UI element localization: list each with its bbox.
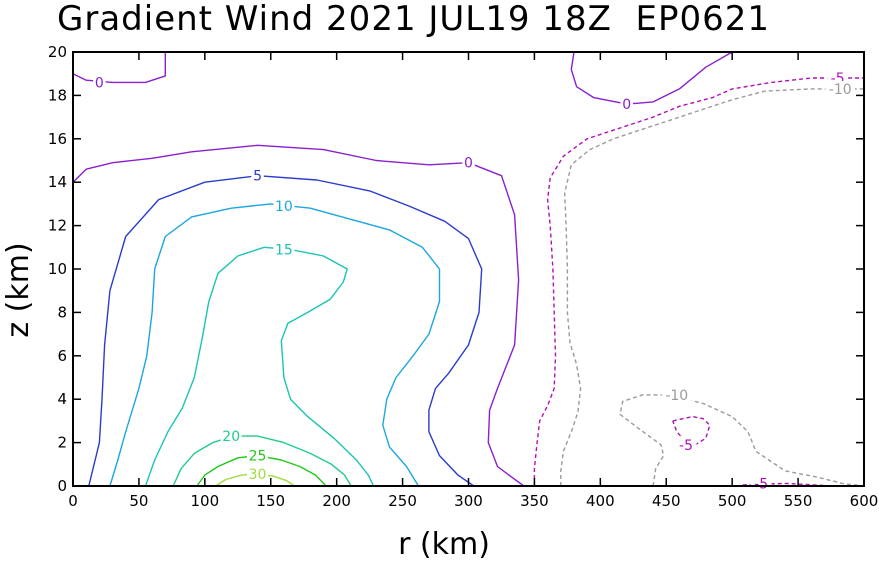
contour-label-bg-7	[247, 447, 269, 464]
contour-line-5-3	[88, 175, 483, 487]
contour-line-0-2	[570, 51, 733, 105]
contour-line-0-1	[72, 52, 166, 84]
x-axis-ticks: 0 50 100 150 200 250 300 350 400 450 500 550 600	[68, 52, 878, 510]
contour-label-5: 15	[275, 242, 293, 258]
contour-label-bg-6	[220, 428, 242, 445]
y-axis-label: z (km)	[1, 242, 36, 337]
y-tick-label-18: 18	[48, 86, 67, 104]
y-tick-label-6: 6	[57, 347, 67, 365]
contour-line-0-0	[72, 144, 525, 487]
contour-line-10-4	[109, 203, 441, 487]
y-tick-label-16: 16	[48, 130, 67, 148]
y-axis-ticks: 0 2 4 6 8 10 12 14 16 18 20	[48, 43, 864, 495]
chart-title: Gradient Wind 2021 JUL19 18Z EP0621	[57, 0, 770, 39]
y-tick-label-8: 8	[57, 303, 67, 321]
contour-label-10: -10	[829, 82, 852, 98]
contour-label-bg-8	[247, 466, 269, 483]
contour-label-11: -10	[665, 388, 688, 404]
contour-line-20-6	[172, 435, 352, 487]
y-tick-label-10: 10	[48, 260, 67, 278]
contour-label-1: 0	[464, 156, 473, 172]
y-tick-label-12: 12	[48, 217, 67, 235]
contour-label-13: -5	[754, 476, 768, 492]
x-tick-label-350: 350	[520, 492, 549, 510]
plot-frame	[72, 51, 865, 487]
contour-label-bg-4	[273, 198, 295, 215]
x-tick-label-50: 50	[129, 492, 148, 510]
x-tick-label-300: 300	[454, 492, 483, 510]
y-tick-label-4: 4	[57, 390, 67, 408]
contour-line-neg5-9	[533, 77, 864, 486]
y-tick-label-2: 2	[57, 434, 67, 452]
contour-label-bg-2	[620, 96, 633, 113]
x-tick-label-400: 400	[586, 492, 615, 510]
y-tick-label-14: 14	[48, 173, 67, 191]
contour-label-0: 0	[95, 75, 104, 91]
y-tick-label-20: 20	[48, 43, 67, 61]
x-tick-label-250: 250	[388, 492, 417, 510]
contour-label-bg-3	[251, 167, 264, 184]
contour-label-bg-12	[675, 436, 697, 453]
contour-label-4: 10	[275, 199, 293, 215]
contour-label-bg-1	[462, 154, 475, 171]
x-tick-label-100: 100	[191, 492, 220, 510]
contour-label-12: -5	[679, 438, 693, 454]
contour-line-neg5-12	[672, 415, 711, 446]
contour-label-bg-13	[750, 475, 772, 492]
contour-label-3: 5	[253, 169, 262, 185]
y-tick-label-0: 0	[57, 477, 67, 495]
contour-label-8: 30	[249, 467, 267, 483]
x-axis-label: r (km)	[398, 527, 490, 561]
x-tick-label-500: 500	[718, 492, 747, 510]
contour-label-bg-5	[273, 241, 295, 258]
contour-line-neg10-10	[560, 88, 864, 486]
x-tick-label-150: 150	[256, 492, 285, 510]
x-tick-label-200: 200	[322, 492, 351, 510]
contour-label-7: 25	[249, 449, 267, 465]
contour-line-neg10-11	[619, 394, 865, 487]
contour-label-bg-11	[662, 386, 692, 403]
x-tick-label-450: 450	[652, 492, 681, 510]
contour-label-2: 0	[622, 97, 631, 113]
contour-label-bg-0	[93, 74, 106, 91]
contour-label-bg-10	[825, 80, 856, 97]
x-tick-label-600: 600	[850, 492, 879, 510]
x-tick-label-550: 550	[784, 492, 813, 510]
contour-line-15-5	[144, 246, 375, 487]
contour-label-6: 20	[222, 429, 240, 445]
x-tick-label-0: 0	[68, 492, 78, 510]
